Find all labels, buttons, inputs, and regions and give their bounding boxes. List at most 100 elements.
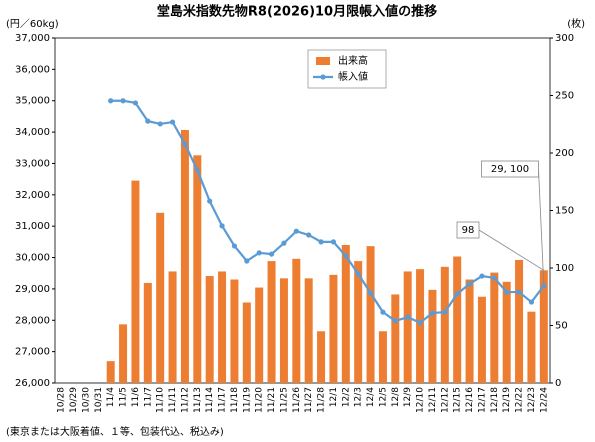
bar <box>440 266 449 383</box>
y2-tick-label: 150 <box>555 206 574 217</box>
bar <box>527 311 536 383</box>
x-tick-label: 11/12 <box>180 387 190 413</box>
line-marker <box>194 167 200 173</box>
line-marker <box>268 251 275 257</box>
bar <box>366 246 375 383</box>
bar <box>403 271 412 383</box>
x-tick-label: 12/16 <box>465 387 475 413</box>
bar <box>354 261 363 383</box>
line-marker <box>380 309 386 315</box>
bar <box>391 294 400 383</box>
line-marker <box>207 198 213 204</box>
line-marker <box>169 119 176 125</box>
line-marker <box>219 223 225 229</box>
y-tick-label: 33,000 <box>15 158 50 169</box>
note: (東京または大阪着値、１等、包装代込、税込み) <box>6 425 224 438</box>
x-tick-label: 12/23 <box>527 387 537 413</box>
line-marker <box>281 240 287 246</box>
x-tick-label: 12/10 <box>416 387 426 413</box>
x-tick-label: 12/8 <box>391 387 401 407</box>
bar <box>502 281 511 383</box>
line-marker <box>157 121 163 127</box>
x-tick-label: 11/7 <box>143 387 153 407</box>
line-marker <box>479 273 485 279</box>
legend-label: 出来高 <box>338 54 368 67</box>
y-tick-label: 29,000 <box>15 284 50 295</box>
line-marker <box>145 118 151 124</box>
line-marker <box>405 314 411 320</box>
line-marker <box>442 309 448 315</box>
bar <box>292 258 301 383</box>
bar <box>267 261 276 383</box>
x-tick-label: 12/24 <box>539 387 549 413</box>
x-tick-label: 11/28 <box>317 387 327 413</box>
bar <box>168 271 177 383</box>
bar <box>341 245 350 383</box>
x-tick-label: 12/4 <box>366 387 376 407</box>
y2-tick-label: 300 <box>555 33 574 44</box>
x-tick-label: 11/21 <box>267 387 277 413</box>
x-tick-label: 12/2 <box>341 387 351 407</box>
annotation-box <box>481 160 539 178</box>
line-marker <box>293 228 299 234</box>
x-tick-label: 12/19 <box>502 387 512 413</box>
bar <box>465 279 474 383</box>
bar <box>255 287 264 383</box>
y2-tick-label: 50 <box>555 321 568 332</box>
y2-axis-label: (枚) <box>567 17 585 30</box>
chart-title: 堂島米指数先物R8(2026)10月限帳入値の推移 <box>157 4 437 20</box>
x-tick-label: 11/10 <box>156 387 166 413</box>
line-marker <box>108 98 114 104</box>
line-marker <box>528 299 535 305</box>
annotation-leader <box>538 168 545 286</box>
bar <box>428 289 437 383</box>
x-tick-label: 11/19 <box>242 387 252 413</box>
x-tick-label: 11/14 <box>205 387 215 413</box>
bar <box>143 282 152 383</box>
x-tick-label: 11/17 <box>218 387 228 413</box>
bar <box>416 269 425 383</box>
line-marker <box>120 98 126 104</box>
annotation-box <box>456 221 480 239</box>
annotation-leader <box>478 229 545 271</box>
x-tick-label: 11/25 <box>279 387 289 413</box>
x-tick-label: 10/28 <box>57 387 67 413</box>
y-tick-label: 37,000 <box>15 33 50 44</box>
bar <box>180 130 189 383</box>
bar <box>453 256 462 383</box>
y-tick-label: 32,000 <box>15 190 50 201</box>
line-marker <box>504 289 510 295</box>
y-tick-label: 30,000 <box>15 253 50 264</box>
x-tick-label: 11/26 <box>292 387 302 413</box>
line-marker <box>132 100 139 106</box>
line-marker <box>466 281 473 287</box>
line-marker <box>429 310 436 316</box>
legend-box <box>307 49 387 89</box>
y-tick-label: 36,000 <box>15 64 50 75</box>
legend-swatch <box>316 57 330 65</box>
line-marker <box>182 141 188 147</box>
line-marker <box>343 253 349 259</box>
bar <box>230 279 239 383</box>
bar <box>242 302 251 383</box>
data-label: 98 <box>462 225 475 236</box>
x-tick-label: 12/12 <box>440 387 450 413</box>
y2-tick-label: 0 <box>555 378 561 389</box>
line-marker <box>392 318 398 324</box>
y2-tick-label: 100 <box>555 263 574 274</box>
line-marker <box>306 232 312 238</box>
bar <box>106 361 115 383</box>
x-tick-label: 11/18 <box>230 387 240 413</box>
x-tick-label: 12/22 <box>515 387 525 413</box>
x-tick-label: 10/29 <box>69 387 79 413</box>
line-marker <box>231 243 238 249</box>
bar <box>317 331 326 383</box>
line-marker <box>367 290 374 296</box>
legend-marker <box>320 74 326 80</box>
bar <box>218 271 227 383</box>
y-axis-label: (円／60kg) <box>6 18 59 30</box>
y-tick-label: 34,000 <box>15 127 50 138</box>
bar <box>378 331 387 383</box>
line-marker <box>491 275 497 281</box>
